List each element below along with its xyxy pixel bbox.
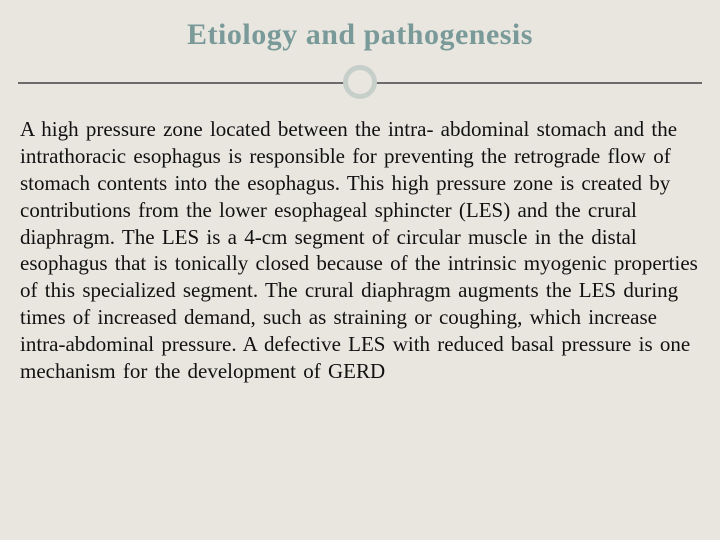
divider-ring-icon xyxy=(343,65,377,99)
slide: Etiology and pathogenesis A high pressur… xyxy=(0,0,720,540)
title-divider xyxy=(18,62,702,102)
slide-title: Etiology and pathogenesis xyxy=(18,18,702,52)
slide-body-text: A high pressure zone located between the… xyxy=(18,116,702,385)
